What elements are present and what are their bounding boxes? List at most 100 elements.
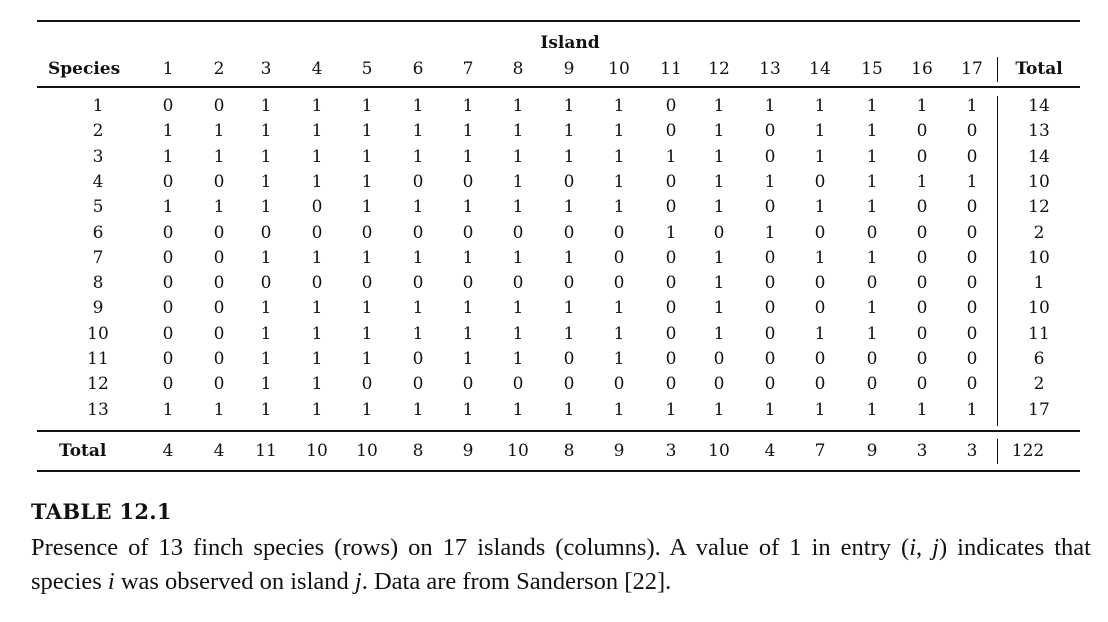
presence-cell: 1 bbox=[462, 121, 474, 142]
presence-cell: 1 bbox=[814, 247, 826, 268]
presence-cell: 0 bbox=[966, 298, 978, 319]
presence-cell: 1 bbox=[512, 197, 524, 218]
presence-cell: 0 bbox=[665, 323, 677, 344]
presence-cell: 1 bbox=[260, 197, 272, 218]
presence-cell: 0 bbox=[665, 197, 677, 218]
presence-cell: 0 bbox=[162, 298, 174, 319]
island-column-header: 12 bbox=[708, 59, 730, 79]
presence-cell: 0 bbox=[213, 298, 225, 319]
presence-cell: 0 bbox=[764, 323, 776, 344]
presence-cell: 1 bbox=[665, 146, 677, 167]
presence-cell: 0 bbox=[916, 247, 928, 268]
presence-cell: 1 bbox=[966, 399, 978, 420]
presence-cell: 0 bbox=[162, 273, 174, 294]
column-total-cell: 10 bbox=[356, 441, 378, 461]
species-row-label: 8 bbox=[92, 273, 104, 294]
presence-cell: 0 bbox=[462, 374, 474, 395]
presence-cell: 1 bbox=[713, 171, 725, 192]
species-row-label: 10 bbox=[87, 323, 109, 344]
presence-cell: 1 bbox=[361, 298, 373, 319]
presence-cell: 0 bbox=[213, 273, 225, 294]
presence-cell: 1 bbox=[462, 399, 474, 420]
caption-variable: i bbox=[107, 568, 115, 595]
presence-cell: 1 bbox=[361, 247, 373, 268]
presence-cell: 1 bbox=[412, 197, 424, 218]
island-column-header: 4 bbox=[311, 59, 323, 79]
presence-cell: 0 bbox=[361, 374, 373, 395]
island-column-header: 16 bbox=[911, 59, 933, 79]
island-column-header: 8 bbox=[512, 59, 524, 79]
presence-cell: 1 bbox=[462, 96, 474, 116]
presence-cell: 0 bbox=[916, 349, 928, 369]
presence-cell: 0 bbox=[512, 273, 524, 294]
presence-cell: 0 bbox=[966, 323, 978, 344]
presence-cell: 1 bbox=[563, 197, 575, 218]
presence-cell: 1 bbox=[462, 323, 474, 344]
caption-text: Presence of 13 finch species (rows) on 1… bbox=[31, 531, 1091, 599]
presence-cell: 0 bbox=[814, 171, 826, 192]
presence-cell: 0 bbox=[713, 374, 725, 395]
presence-cell: 1 bbox=[713, 273, 725, 294]
presence-cell: 0 bbox=[162, 323, 174, 344]
presence-cell: 1 bbox=[613, 146, 625, 167]
island-column-header: 3 bbox=[260, 59, 272, 79]
presence-cell: 1 bbox=[613, 121, 625, 142]
presence-cell: 1 bbox=[613, 96, 625, 116]
presence-cell: 1 bbox=[260, 298, 272, 319]
presence-cell: 0 bbox=[966, 146, 978, 167]
presence-cell: 1 bbox=[260, 171, 272, 192]
presence-cell: 1 bbox=[361, 323, 373, 344]
caption-text-part: was observed on island bbox=[114, 568, 355, 595]
presence-cell: 1 bbox=[213, 146, 225, 167]
row-total-cell: 2 bbox=[1033, 222, 1045, 243]
table-header-rule bbox=[37, 86, 1080, 88]
presence-cell: 1 bbox=[613, 399, 625, 420]
presence-cell: 0 bbox=[213, 96, 225, 116]
table-top-rule bbox=[37, 20, 1080, 22]
total-column-divider bbox=[997, 57, 999, 82]
presence-cell: 0 bbox=[814, 374, 826, 395]
presence-cell: 1 bbox=[361, 197, 373, 218]
presence-cell: 0 bbox=[764, 146, 776, 167]
species-row-label: 3 bbox=[92, 146, 104, 167]
presence-cell: 1 bbox=[260, 349, 272, 369]
presence-cell: 0 bbox=[814, 222, 826, 243]
presence-cell: 0 bbox=[916, 121, 928, 142]
presence-cell: 0 bbox=[916, 146, 928, 167]
presence-cell: 0 bbox=[966, 121, 978, 142]
column-total-cell: 10 bbox=[306, 441, 328, 461]
presence-cell: 1 bbox=[814, 197, 826, 218]
presence-cell: 0 bbox=[814, 298, 826, 319]
presence-cell: 1 bbox=[866, 96, 878, 116]
presence-cell: 0 bbox=[713, 349, 725, 369]
presence-cell: 0 bbox=[563, 374, 575, 395]
presence-cell: 0 bbox=[563, 171, 575, 192]
caption-variable: j bbox=[354, 568, 362, 595]
presence-cell: 0 bbox=[162, 222, 174, 243]
total-row-label: Total bbox=[59, 441, 107, 461]
island-column-header: 9 bbox=[563, 59, 575, 79]
presence-cell: 0 bbox=[613, 222, 625, 243]
presence-cell: 1 bbox=[866, 171, 878, 192]
presence-cell: 0 bbox=[412, 222, 424, 243]
presence-cell: 0 bbox=[665, 298, 677, 319]
presence-cell: 1 bbox=[361, 399, 373, 420]
column-total-cell: 9 bbox=[462, 441, 474, 461]
presence-cell: 0 bbox=[412, 171, 424, 192]
presence-cell: 1 bbox=[563, 323, 575, 344]
caption-variable: i bbox=[909, 534, 916, 561]
island-group-header: Island bbox=[540, 33, 600, 53]
row-total-cell: 6 bbox=[1033, 349, 1045, 369]
presence-cell: 0 bbox=[213, 323, 225, 344]
presence-cell: 1 bbox=[311, 146, 323, 167]
presence-cell: 1 bbox=[563, 247, 575, 268]
row-total-cell: 10 bbox=[1028, 171, 1050, 192]
caption-text-part: , bbox=[916, 534, 933, 561]
presence-cell: 1 bbox=[260, 96, 272, 116]
presence-cell: 1 bbox=[462, 146, 474, 167]
caption-text-part: . Data are from Sanderson [22]. bbox=[361, 568, 672, 595]
species-row-label: 4 bbox=[92, 171, 104, 192]
caption-text-part: Presence of 13 finch species (rows) on 1… bbox=[31, 534, 910, 561]
presence-cell: 1 bbox=[213, 399, 225, 420]
presence-cell: 1 bbox=[866, 298, 878, 319]
